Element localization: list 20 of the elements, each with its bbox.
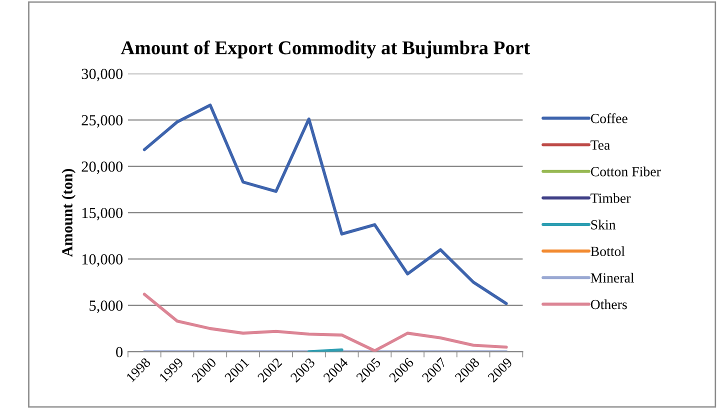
y-axis-title: Amount (ton) [62, 169, 76, 257]
legend-label: Coffee [590, 113, 628, 124]
chart-title: Amount of Export Commodity at Bujumbra Port [120, 40, 530, 58]
y-tick-label: 30,000 [82, 68, 123, 82]
y-tick-label: 25,000 [82, 115, 123, 128]
y-tick-label: 5,000 [90, 300, 123, 314]
line-series [142, 104, 508, 306]
y-tick-label: 20,000 [82, 161, 123, 174]
legend-label: Bottol [590, 246, 625, 256]
y-tick-label: 0 [116, 346, 123, 358]
line-series [142, 292, 508, 352]
legend-label: Skin [591, 220, 616, 230]
legend-label: Others [590, 299, 627, 310]
x-tick-label: 2001 [224, 357, 250, 383]
y-tick-label: 10,000 [82, 254, 123, 267]
y-tick-label: 15,000 [82, 208, 123, 220]
legend-label: Mineral [590, 272, 634, 283]
legend-label: Cotton Fiber [590, 166, 661, 176]
legend-label: Tea [590, 140, 610, 150]
legend-label: Timber [590, 193, 631, 203]
